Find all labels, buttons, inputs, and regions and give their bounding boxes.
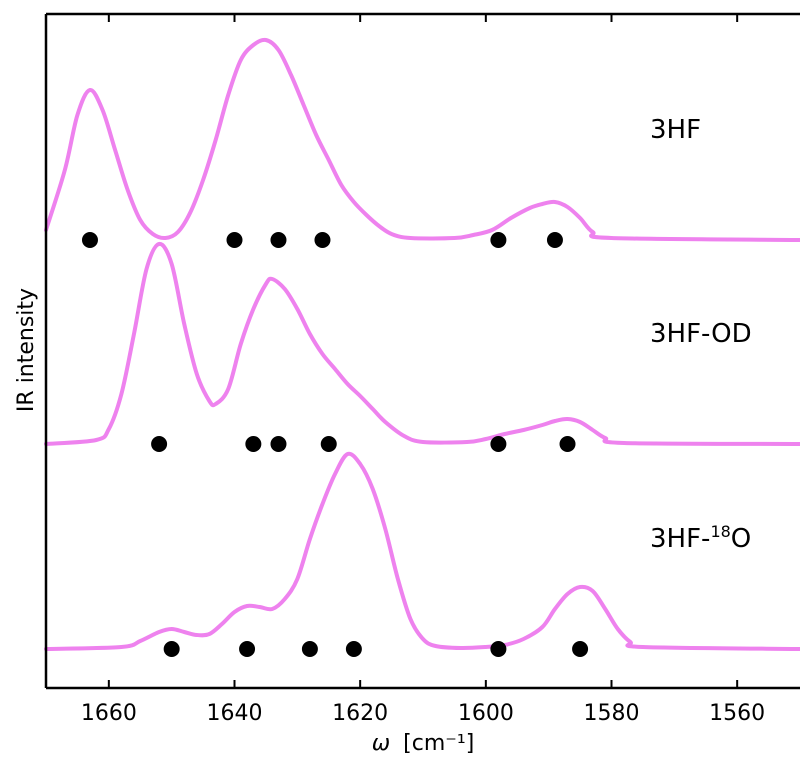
frequency-marker [490,436,507,452]
x-tick-label: 1660 [81,701,137,726]
series-line-2 [44,241,800,446]
x-axis-symbol: ω [372,731,390,756]
frequency-marker [572,641,589,657]
y-axis-label: IR intensity [14,288,39,412]
series-layer: 3HF 3HF-OD 3HF-18O [44,37,800,651]
x-tick-label: 1560 [709,701,765,726]
frequency-marker [81,232,98,248]
series-label-1: 3HF [650,115,701,145]
series-label-text: 3HF- [650,524,710,554]
series-label-superscript: 18 [710,522,730,541]
frequency-marker [320,436,337,452]
series-label-3: 3HF-18O [650,522,751,554]
frequency-marker [490,641,507,657]
frequency-marker [270,436,287,452]
series-label-text: 3HF [650,115,701,145]
frequency-marker [559,436,576,452]
frequency-marker [245,436,262,452]
series-line-3 [44,451,800,651]
axes-layer: 1660 1640 1620 1600 1580 1560 [44,12,800,726]
frequency-marker [546,232,563,248]
frequency-marker [314,232,331,248]
x-axis-label: ω [cm⁻¹] [372,731,475,756]
series-label-2: 3HF-OD [650,319,752,349]
frequency-marker [239,641,256,657]
series-label-text: 3HF-OD [650,319,752,349]
frequency-marker [226,232,243,248]
x-tick-label: 1580 [584,701,640,726]
x-tick-label: 1620 [332,701,388,726]
x-axis-units: [cm⁻¹] [403,731,474,756]
x-tick-label: 1600 [458,701,514,726]
frequency-marker [345,641,362,657]
series-label-tail: O [731,524,751,554]
frequency-marker [490,232,507,248]
frequency-marker [270,232,287,248]
series-line-1 [44,37,800,242]
x-tick-label: 1640 [207,701,263,726]
marker-layer [81,232,589,657]
frequency-marker [301,641,318,657]
frequency-marker [163,641,180,657]
frequency-marker [151,436,168,452]
